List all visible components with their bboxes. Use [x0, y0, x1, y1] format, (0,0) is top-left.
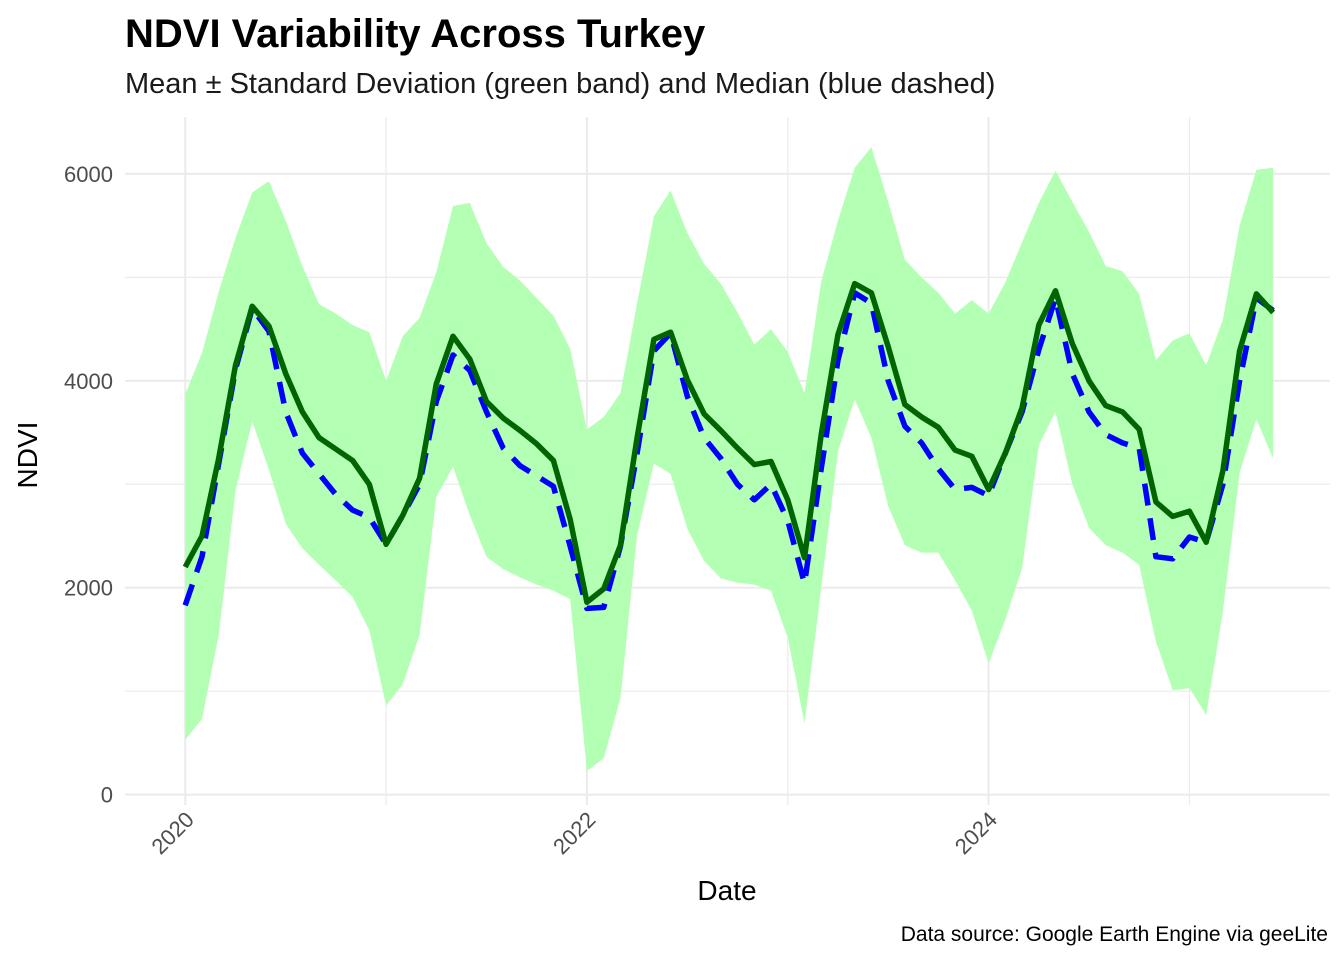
- y-tick-label: 2000: [64, 576, 113, 601]
- chart-caption: Data source: Google Earth Engine via gee…: [901, 923, 1328, 946]
- x-axis-label: Date: [697, 875, 756, 906]
- x-tick-label: 2022: [548, 807, 600, 859]
- chart-title: NDVI Variability Across Turkey: [125, 12, 706, 56]
- y-tick-label: 4000: [64, 369, 113, 394]
- x-tick-label: 2020: [146, 807, 198, 859]
- sd-band-layer: [185, 147, 1274, 771]
- y-tick-label: 0: [101, 783, 113, 808]
- mean-line-layer: [182, 280, 1276, 605]
- x-axis-ticks: 2020 2022 2024: [146, 807, 1002, 859]
- mean-line: [182, 280, 1276, 605]
- sd-band: [185, 147, 1274, 771]
- median-line-layer: [182, 290, 1275, 612]
- y-axis-ticks: 0 2000 4000 6000: [64, 162, 113, 808]
- y-tick-label: 6000: [64, 162, 113, 187]
- median-line: [182, 290, 1275, 612]
- chart-subtitle: Mean ± Standard Deviation (green band) a…: [125, 68, 995, 100]
- x-tick-label: 2024: [950, 807, 1002, 859]
- y-axis-label: NDVI: [12, 422, 43, 489]
